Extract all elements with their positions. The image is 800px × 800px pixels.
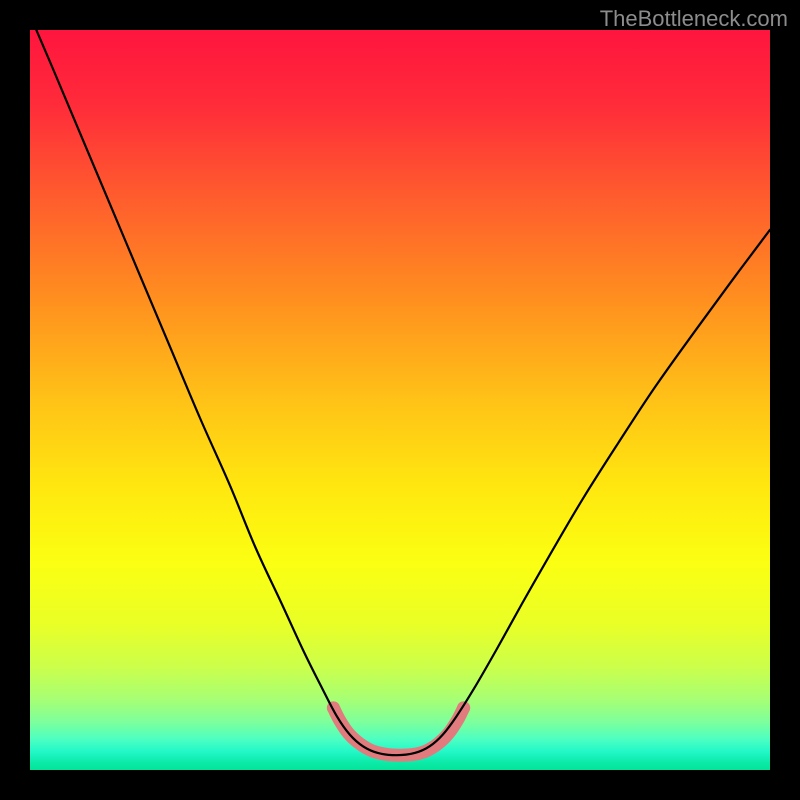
chart-svg xyxy=(30,30,770,770)
gradient-background xyxy=(30,30,770,770)
watermark-text: TheBottleneck.com xyxy=(600,6,788,32)
plot-area xyxy=(30,30,770,770)
outer-frame: TheBottleneck.com xyxy=(0,0,800,800)
